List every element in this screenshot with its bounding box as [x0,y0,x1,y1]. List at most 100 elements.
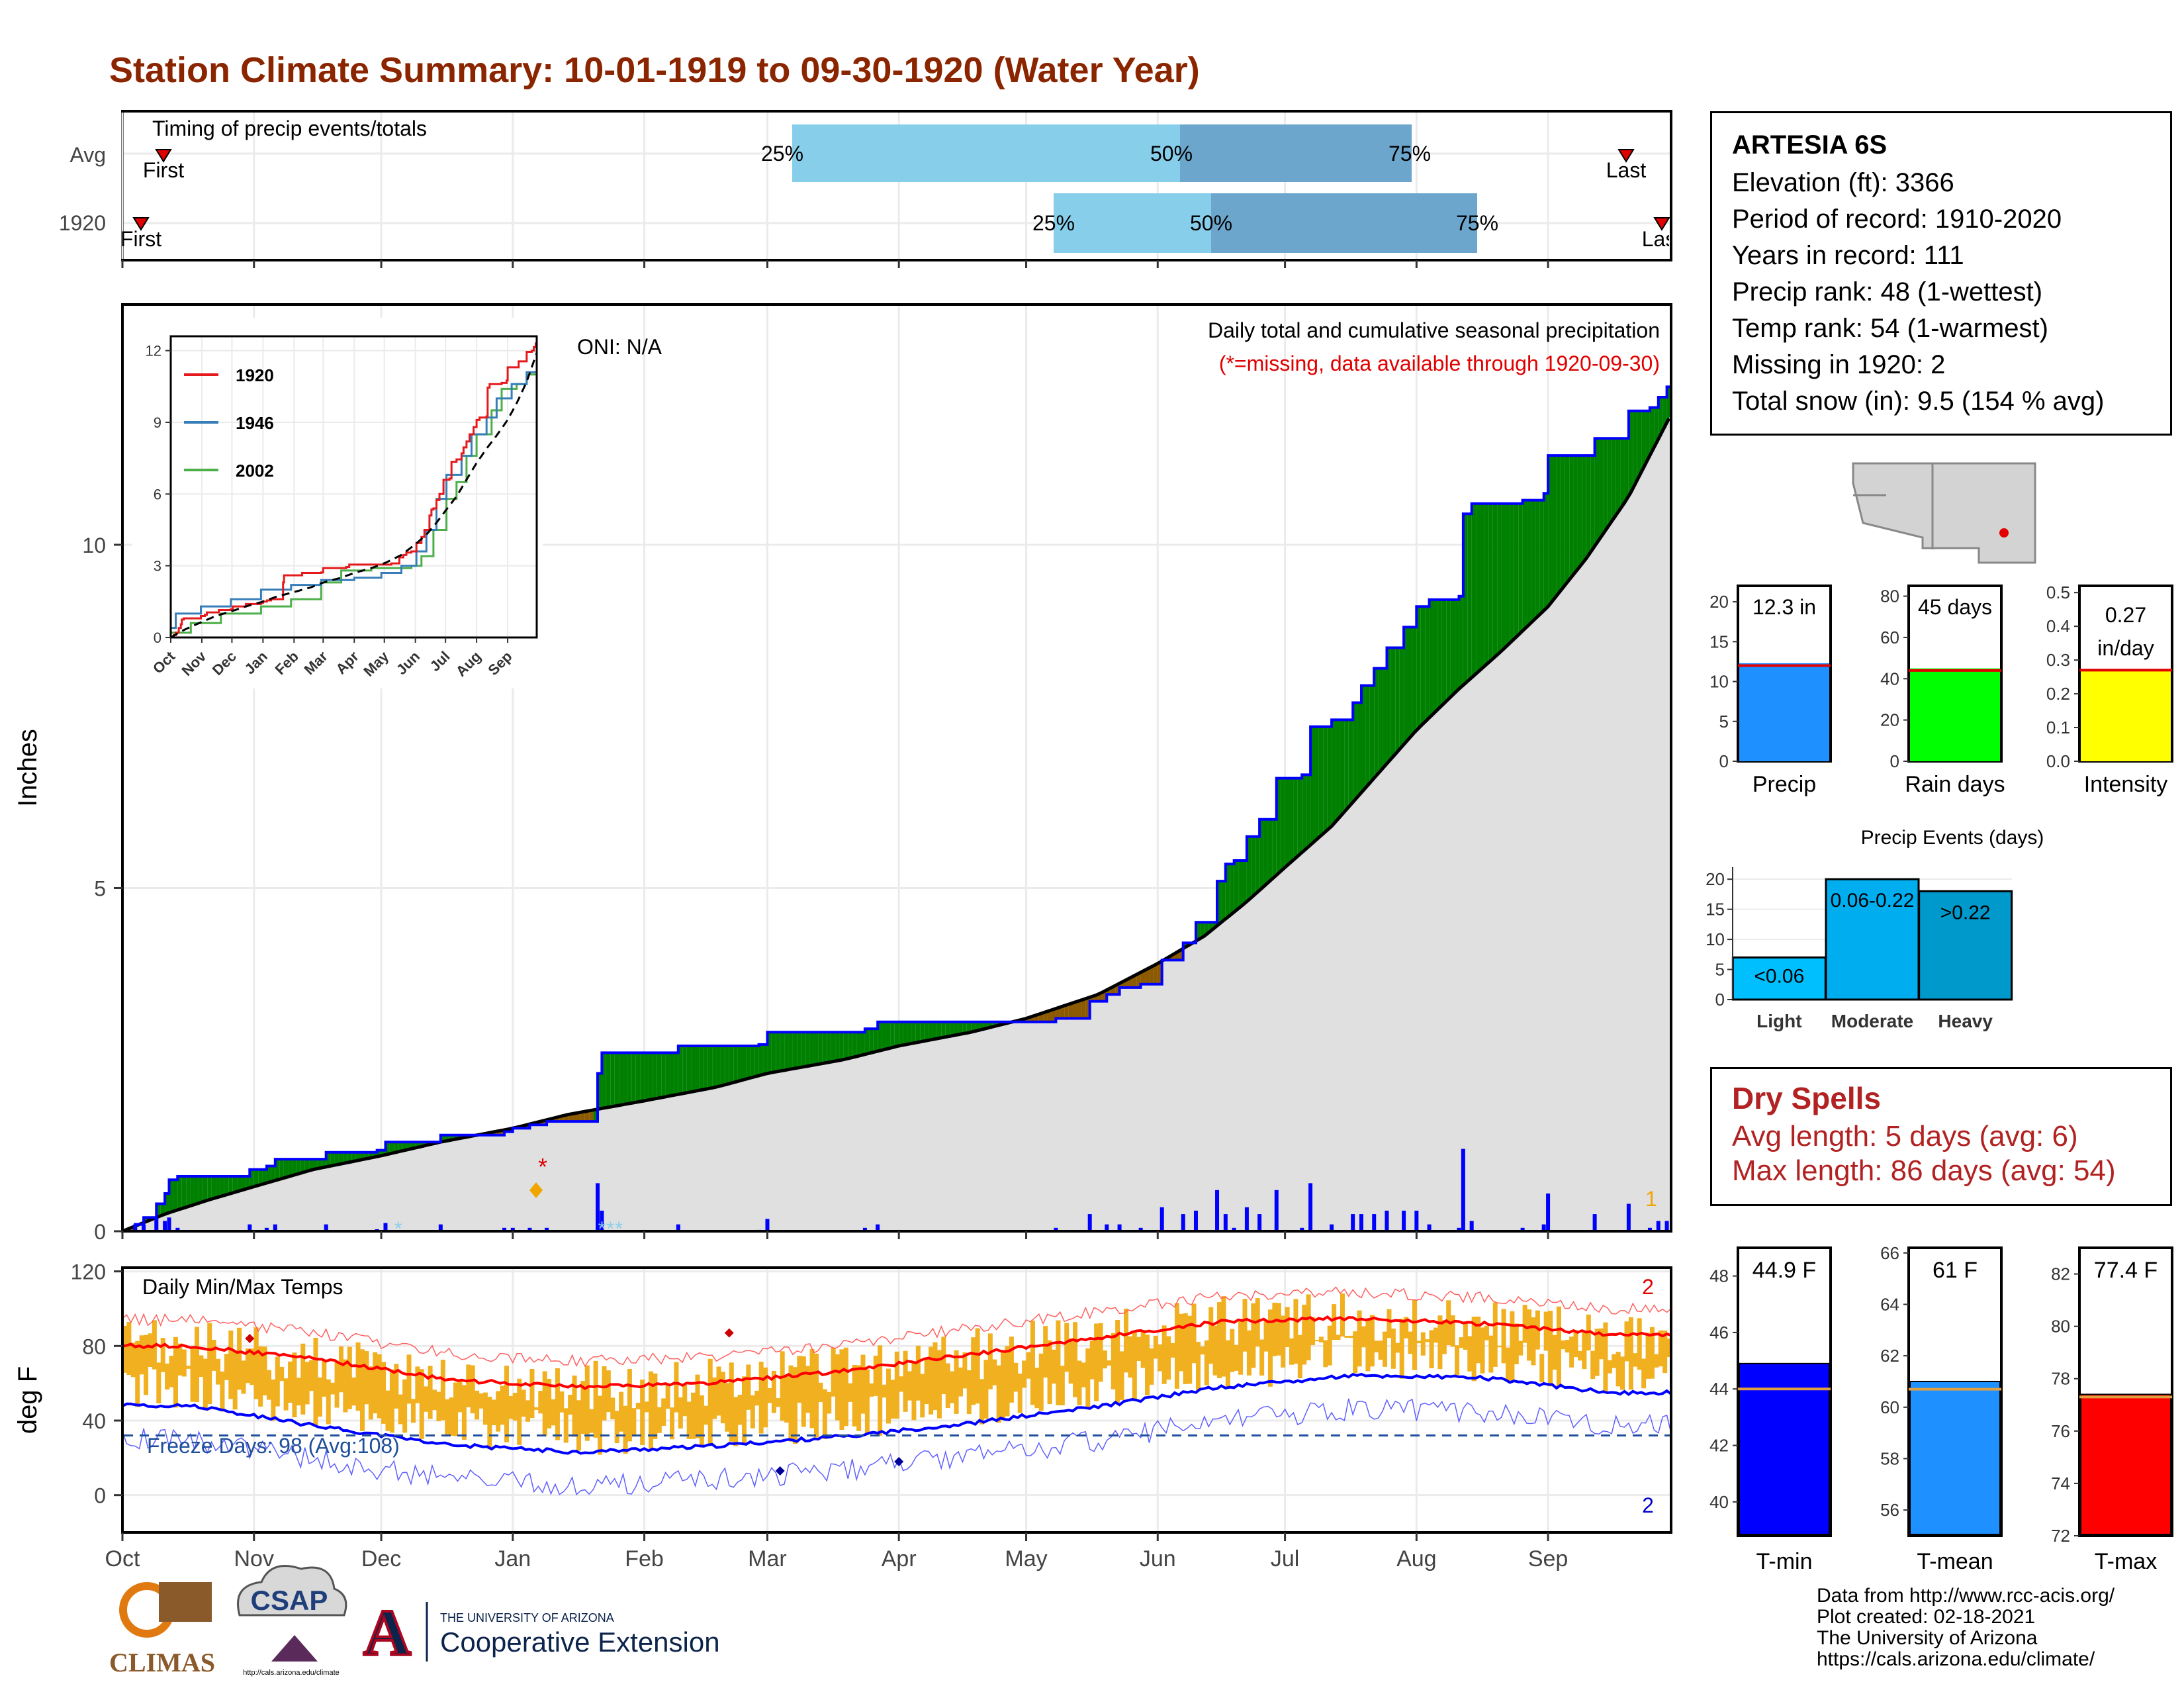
daily-temp-bar [958,1367,963,1397]
daily-temp-bar [1208,1307,1214,1364]
temp-summary-bar [1739,1362,1830,1536]
daily-temp-bar [326,1379,331,1425]
daily-temp-bar [1234,1344,1239,1371]
daily-temp-bar [1030,1320,1035,1405]
temp-summary-ytick-label: 40 [1709,1492,1729,1512]
daily-temp-bar [678,1397,683,1429]
cumulative-diff-segment [330,1152,335,1166]
daily-temp-bar [343,1359,348,1413]
daily-precip-bar [1160,1207,1164,1231]
daily-temp-bar [869,1383,874,1397]
daily-temp-bar [584,1365,590,1441]
daily-precip-bar [142,1224,146,1231]
cumulative-diff-segment [199,1176,203,1203]
cumulative-diff-segment [283,1159,289,1178]
daily-temp-bar [330,1382,336,1395]
cumulative-diff-segment [1357,702,1361,798]
cumulative-diff-segment [224,1176,229,1196]
cumulative-diff-segment [1361,685,1366,793]
daily-temp-bar [792,1367,797,1444]
cumulative-diff-segment [869,1029,874,1054]
daily-temp-bar [733,1397,739,1446]
cumulative-diff-segment [682,1046,687,1094]
daily-temp-bar [1179,1313,1184,1372]
daily-temp-bar [1531,1317,1536,1366]
csap-wordmark: CSAP [251,1585,328,1616]
daily-precip-bar [862,1227,867,1231]
daily-temp-bar [750,1395,755,1429]
cumulative-diff-segment [1450,599,1455,698]
daily-temp-bar [470,1365,475,1414]
daily-temp-bar [1365,1318,1371,1372]
station-precip-rank: Precip rank: 48 (1-wettest) [1732,277,2043,306]
daily-precip-bar [1427,1224,1432,1231]
daily-temp-bar [355,1342,361,1411]
daily-precip-bar [1469,1221,1474,1231]
legend-label-2002: 2002 [236,461,274,481]
daily-temp-bar [987,1333,993,1389]
cumulative-diff-segment [351,1152,356,1162]
daily-temp-bar [1514,1323,1519,1364]
station-snow: Total snow (in): 9.5 (154 % avg) [1732,387,2105,416]
daily-temp-bar [160,1338,165,1372]
ua-small-text: THE UNIVERSITY OF ARIZONA [440,1611,614,1624]
daily-temp-bar [623,1405,628,1454]
daily-temp-bar [1060,1366,1065,1406]
daily-temp-bar [1038,1353,1044,1411]
cumulative-diff-segment [1492,503,1498,659]
minichart-ytick-label: 20 [1880,710,1899,730]
minichart-ytick-label: 40 [1880,669,1899,688]
cumulative-diff-segment [1522,500,1527,632]
dry-spells-title: Dry Spells [1732,1081,1881,1115]
cumulative-diff-segment [1285,778,1290,868]
daily-temp-bar [368,1366,373,1420]
cumulative-diff-segment [1387,647,1391,764]
daily-temp-bar [1043,1326,1048,1378]
cumulative-diff-segment [1455,599,1459,693]
footer-credits: Data from http://www.rcc-acis.org/ Plot … [1817,1585,2115,1670]
daily-temp-bar [1022,1360,1027,1388]
daily-temp-bar [598,1395,603,1455]
daily-precip-bar [1656,1221,1661,1231]
daily-temp-bar [334,1362,340,1408]
cumulative-diff-segment [958,1021,963,1035]
events-category-light: Light [1756,1011,1801,1031]
cumulative-diff-segment [742,1046,747,1080]
daily-temp-bar [992,1359,997,1385]
daily-temp-bar [424,1386,429,1412]
daily-temp-bar [754,1390,760,1406]
daily-temp-bar [453,1382,459,1436]
cumulative-diff-segment [304,1159,310,1172]
daily-temp-bar [491,1399,496,1426]
precip-frame [121,303,1672,1233]
cumulative-diff-segment [1234,861,1239,912]
daily-precip-bar [1541,1224,1546,1231]
daily-temp-bar [1310,1317,1316,1346]
timing-label: Timing of precip events/totals [152,117,427,140]
locator-map [1840,457,2038,569]
map-region [1852,462,2036,564]
daily-temp-bar [445,1399,450,1436]
cumulative-diff-segment [780,1032,785,1072]
cumulative-diff-segment [606,1053,611,1108]
daily-temp-bar [813,1353,819,1438]
dry-spells-max: Max length: 86 days (avg: 54) [1732,1154,2116,1187]
csap-logo: CSAP http://cals.arizona.edu/climate [236,1565,347,1677]
daily-temp-bar [1395,1342,1400,1353]
daily-temp-bar [1013,1362,1019,1392]
cumulative-diff-segment [665,1053,670,1097]
timing-1920-early-bar [1054,193,1211,253]
minichart-value-text: 45 days [1918,595,1992,619]
cumulative-diff-segment [670,1053,674,1096]
daily-temp-bar [1098,1323,1103,1382]
cumulative-diff-segment [1518,503,1523,635]
daily-temp-bar [496,1391,501,1432]
daily-temp-bar [1251,1303,1256,1368]
daily-temp-bar [457,1379,463,1413]
daily-temp-bar [1594,1329,1600,1376]
cumulative-diff-segment [835,1032,840,1062]
daily-temp-bar [1230,1329,1235,1372]
daily-temp-bar [1085,1348,1091,1409]
daily-temp-bar [1633,1353,1638,1367]
daily-precip-bar [876,1224,880,1231]
